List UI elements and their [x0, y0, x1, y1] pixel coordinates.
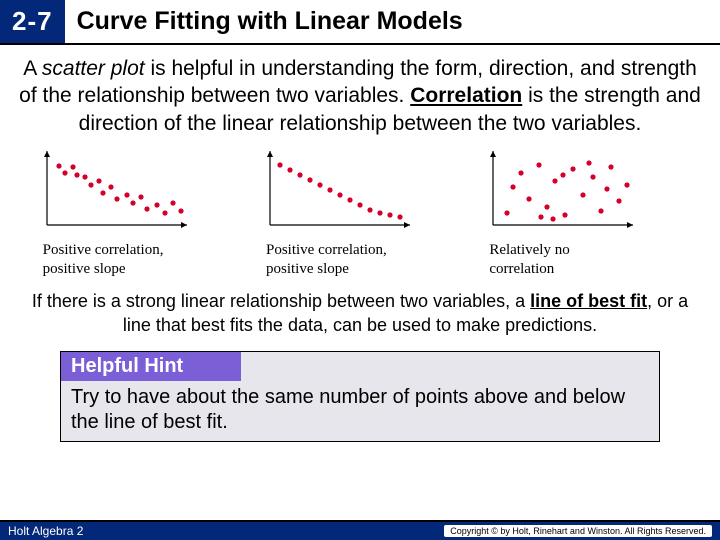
hint-body: Try to have about the same number of poi… — [61, 381, 659, 441]
plot-1: Positive correlation, positive slope — [37, 147, 237, 279]
plot-3: Relatively no correlation — [483, 147, 683, 279]
footer-copyright: Copyright © by Holt, Rinehart and Winsto… — [444, 525, 712, 537]
hint-heading: Helpful Hint — [61, 352, 241, 381]
plot-1-caption-l2: positive slope — [43, 261, 126, 277]
helpful-hint-box: Helpful Hint Try to have about the same … — [60, 351, 660, 442]
plot-1-caption-l1: Positive correlation, — [43, 242, 164, 258]
scatter-plot-1 — [37, 147, 197, 237]
footer-bar: Holt Algebra 2 Copyright © by Holt, Rine… — [0, 520, 720, 540]
plot-2-caption-l2: positive slope — [266, 261, 349, 277]
intro-paragraph: A scatter plot is helpful in understandi… — [0, 45, 720, 143]
plot-2-caption-l1: Positive correlation, — [266, 242, 387, 258]
correlation-term: Correlation — [410, 84, 522, 107]
lesson-badge: 2-7 — [0, 0, 65, 43]
footer-book-title: Holt Algebra 2 — [8, 524, 83, 538]
plot-2-caption: Positive correlation, positive slope — [260, 241, 387, 279]
line-of-best-fit-term: line of best fit — [530, 291, 647, 311]
plot-1-caption: Positive correlation, positive slope — [37, 241, 164, 279]
scatter-plot-2 — [260, 147, 420, 237]
plot-2: Positive correlation, positive slope — [260, 147, 460, 279]
page-title: Curve Fitting with Linear Models — [65, 7, 463, 36]
scatter-plot-term: scatter plot — [42, 57, 145, 80]
plot-3-caption-l1: Relatively no — [489, 242, 569, 258]
mid-paragraph: If there is a strong linear relationship… — [0, 278, 720, 347]
scatter-plots-row: Positive correlation, positive slope Pos… — [0, 143, 720, 279]
plot-3-caption-l2: correlation — [489, 261, 554, 277]
header-bar: 2-7 Curve Fitting with Linear Models — [0, 0, 720, 45]
intro-text-a: A — [23, 57, 42, 80]
scatter-plot-3 — [483, 147, 643, 237]
mid-text-a: If there is a strong linear relationship… — [32, 291, 530, 311]
plot-3-caption: Relatively no correlation — [483, 241, 569, 279]
